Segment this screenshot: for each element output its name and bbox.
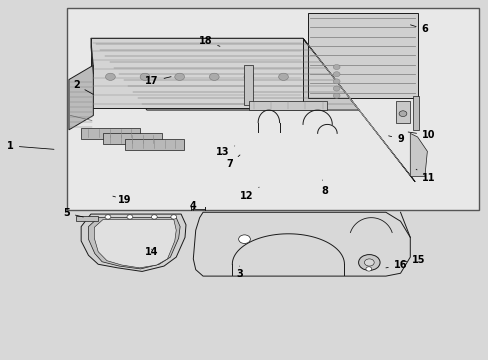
Circle shape [332,79,339,84]
Text: 4: 4 [189,201,196,211]
Text: 17: 17 [145,76,171,86]
Circle shape [358,255,379,270]
Text: 1: 1 [7,141,54,151]
Circle shape [244,73,253,80]
Text: 15: 15 [400,255,425,265]
Polygon shape [76,216,98,221]
Circle shape [278,73,288,80]
Polygon shape [81,128,140,139]
Bar [66,8,478,211]
Polygon shape [193,212,409,276]
Text: 14: 14 [145,247,158,257]
Polygon shape [303,39,414,182]
Polygon shape [94,220,176,268]
Bar [412,96,418,130]
Circle shape [365,267,371,271]
Bar [244,65,253,105]
Circle shape [398,111,406,117]
Polygon shape [91,39,358,110]
Text: 9: 9 [388,134,403,144]
Polygon shape [81,214,185,271]
Circle shape [140,73,150,80]
Polygon shape [103,134,161,144]
Text: 11: 11 [415,169,435,183]
Text: 19: 19 [113,195,131,205]
Text: 10: 10 [407,130,435,140]
Bar [307,13,417,98]
Text: 7: 7 [226,155,240,169]
Circle shape [105,73,115,80]
Text: 5: 5 [63,208,83,218]
Circle shape [332,64,339,69]
Circle shape [209,73,219,80]
Circle shape [332,93,339,98]
Circle shape [151,215,157,219]
Polygon shape [91,39,93,74]
Text: 6: 6 [409,24,427,35]
Polygon shape [409,134,427,176]
Circle shape [238,235,250,243]
Circle shape [105,215,111,219]
Text: 12: 12 [240,187,259,201]
Polygon shape [69,65,93,130]
Circle shape [127,215,133,219]
Text: 3: 3 [236,266,243,279]
Circle shape [174,73,184,80]
Polygon shape [91,39,303,108]
Bar [395,101,409,123]
Text: 8: 8 [321,180,328,196]
Circle shape [332,72,339,77]
Polygon shape [125,139,183,149]
Text: 2: 2 [73,80,93,94]
Circle shape [332,86,339,91]
Text: 16: 16 [385,260,407,270]
Circle shape [170,215,176,219]
Text: 18: 18 [198,36,220,46]
Polygon shape [88,218,180,269]
Bar [249,101,327,110]
Text: 13: 13 [215,146,234,157]
Circle shape [364,259,373,266]
